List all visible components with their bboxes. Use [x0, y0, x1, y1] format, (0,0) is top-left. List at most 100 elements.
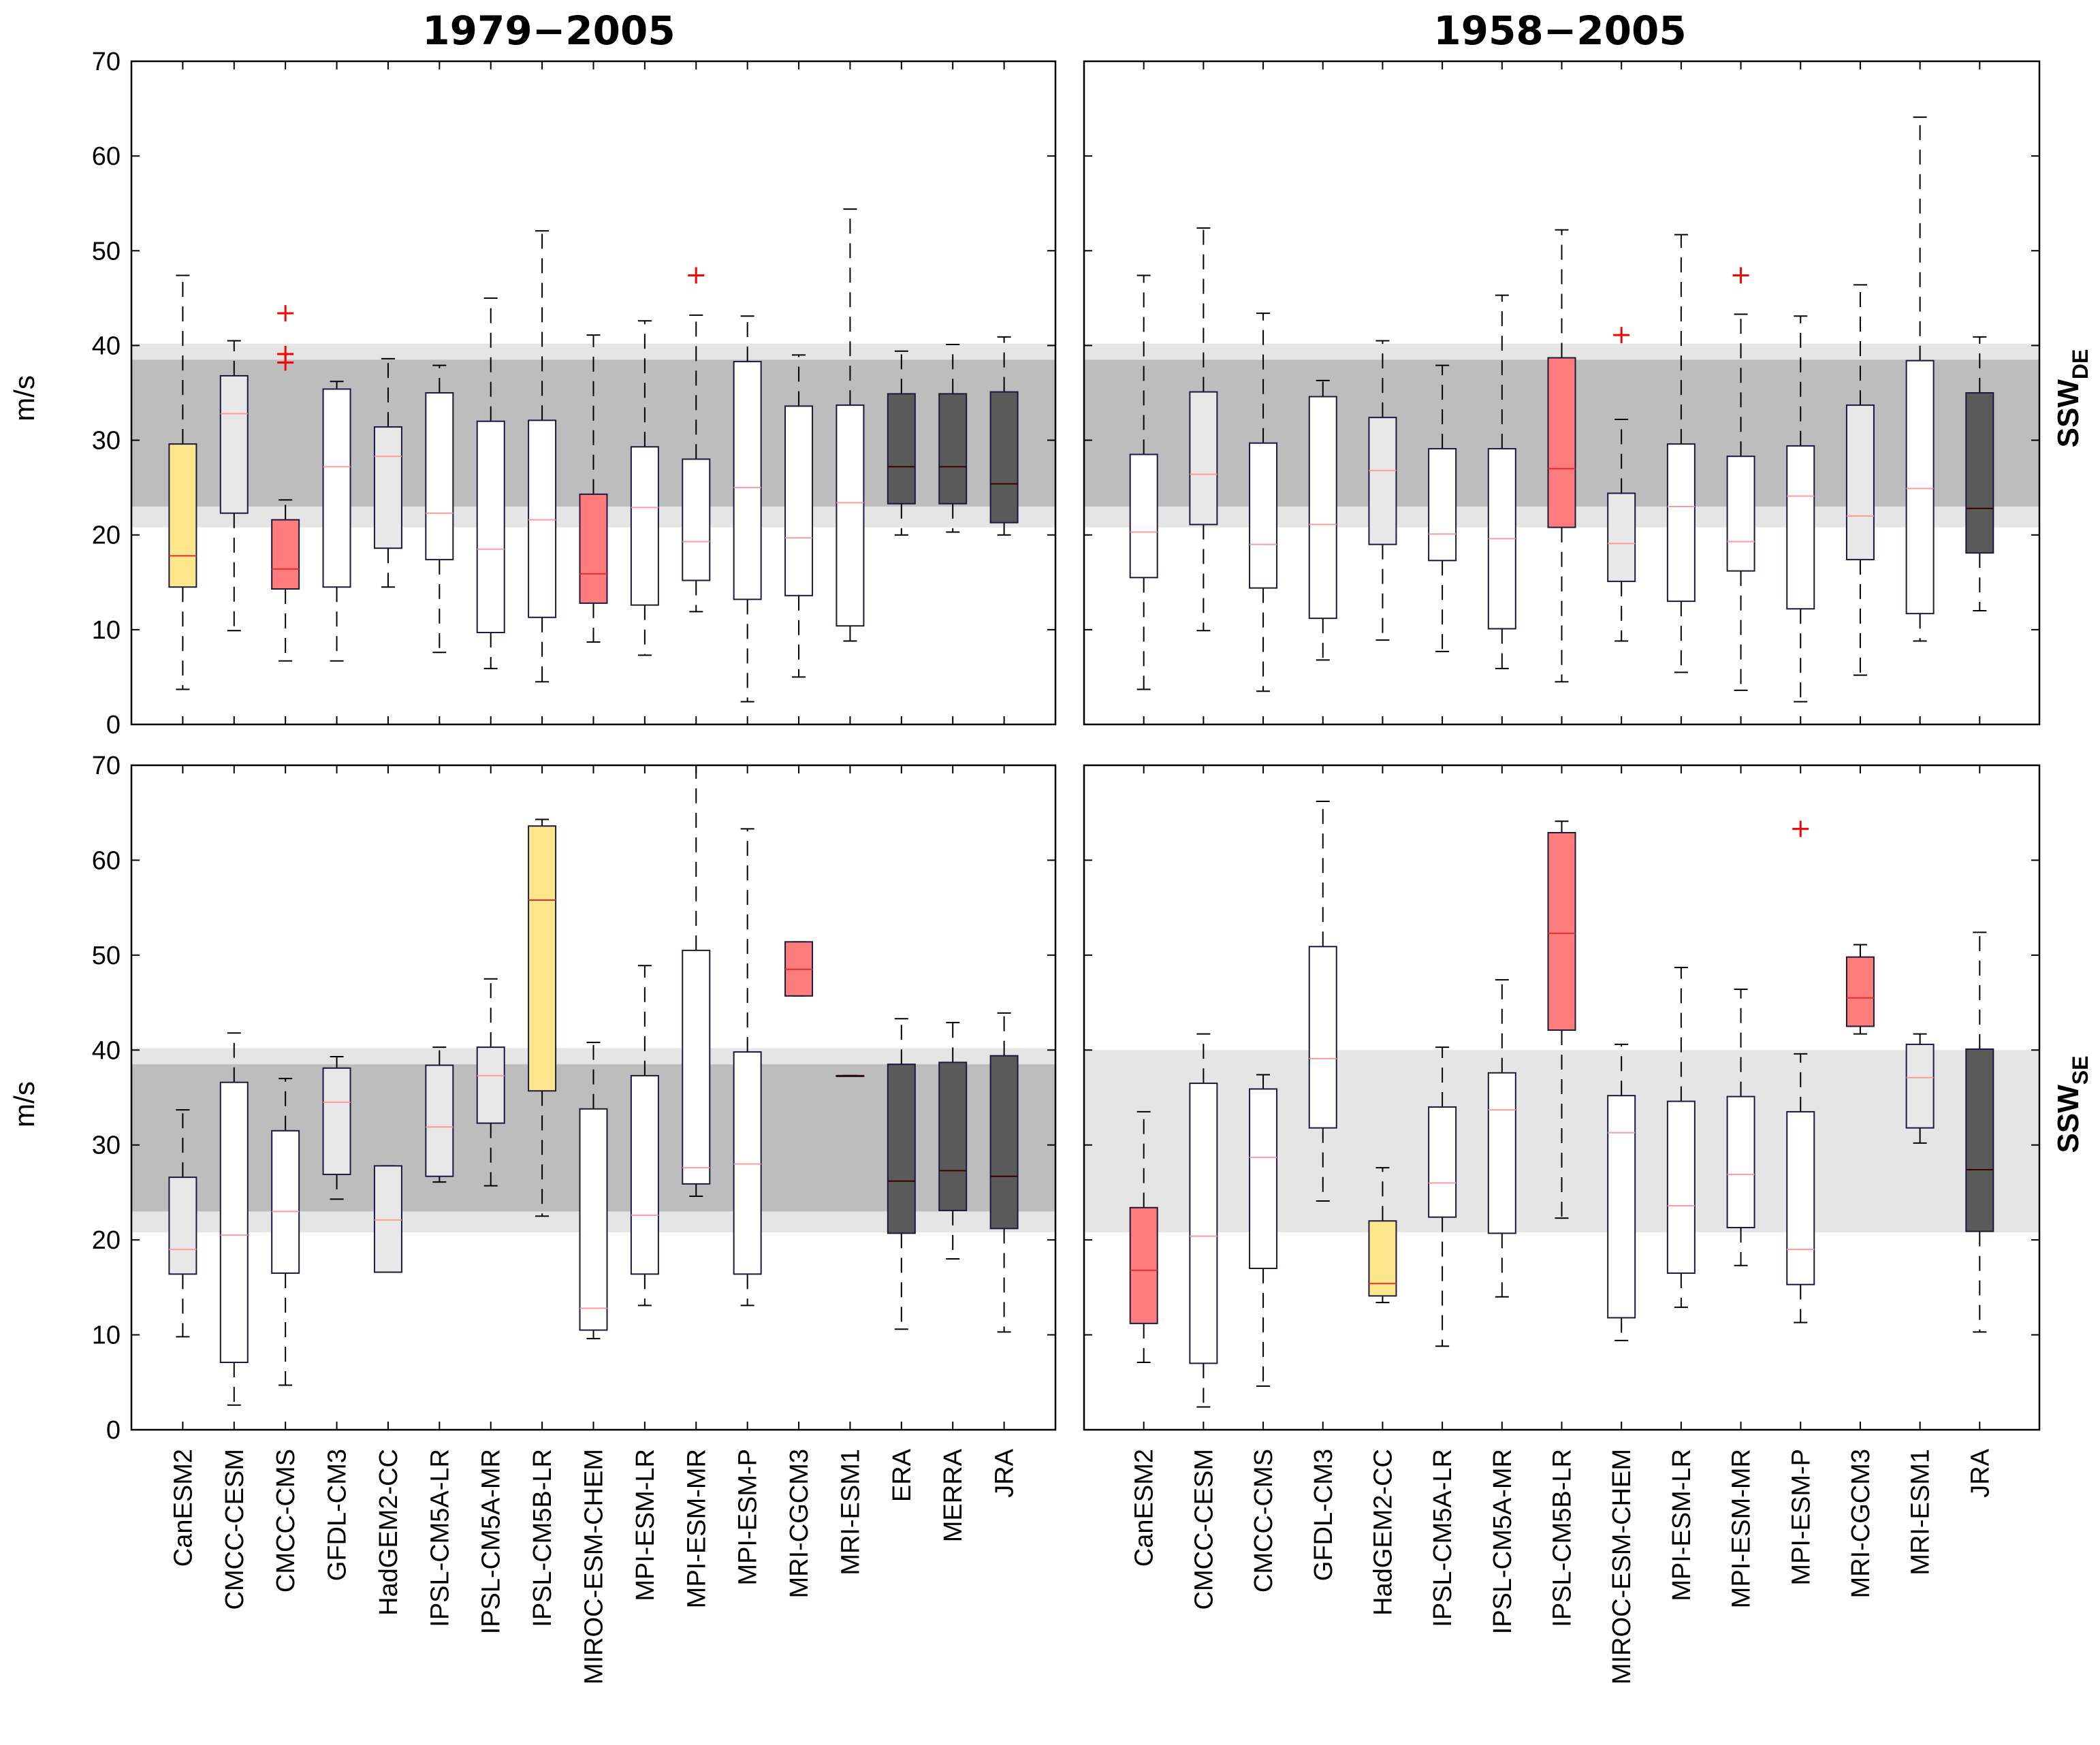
box-body: [1668, 444, 1695, 601]
box-ipsl-cm5a-mr: [1489, 980, 1516, 1297]
box-body: [991, 392, 1018, 523]
ylabel-bottom: m/s: [8, 1081, 40, 1127]
y-tick-label: 0: [106, 1416, 121, 1445]
box-body: [169, 1177, 196, 1274]
category-label: MIROC-ESM-CHEM: [1608, 1449, 1636, 1684]
box-body: [1548, 358, 1576, 528]
category-label: CMCC-CMS: [272, 1449, 300, 1592]
box-body: [734, 362, 761, 599]
box-mri-esm1: [836, 209, 863, 641]
box-cmcc-cesm: [1190, 228, 1217, 630]
category-label: MRI-CGCM3: [1847, 1449, 1875, 1599]
box-ipsl-cm5a-lr: [426, 1047, 453, 1182]
box-body: [221, 376, 248, 513]
box-body: [580, 1109, 607, 1330]
box-body: [426, 393, 453, 560]
category-label: JRA: [1966, 1448, 1994, 1497]
category-label: CMCC-CESM: [1190, 1449, 1218, 1610]
box-body: [528, 420, 556, 617]
box-body: [888, 394, 915, 503]
box-canesm2: [169, 275, 196, 689]
box-body: [528, 826, 556, 1091]
box-body: [991, 1056, 1018, 1229]
y-tick-label: 70: [92, 752, 121, 780]
box-body: [888, 1064, 915, 1233]
y-tick-label: 10: [92, 616, 121, 645]
category-label: HadGEM2-CC: [375, 1449, 403, 1616]
row-label-top-main: SSW: [2052, 379, 2085, 448]
box-jra: [991, 1013, 1018, 1332]
category-label: MPI-ESM-MR: [1728, 1449, 1756, 1608]
category-label: MPI-ESM-P: [1787, 1449, 1815, 1586]
category-label: MRI-ESM1: [836, 1449, 865, 1575]
category-label: CanESM2: [169, 1449, 197, 1567]
box-body: [1130, 1208, 1158, 1324]
row-label-bottom-main: SSW: [2052, 1085, 2085, 1153]
category-label: IPSL-CM5A-LR: [1429, 1449, 1457, 1627]
category-label: IPSL-CM5B-LR: [528, 1449, 557, 1627]
box-body: [1429, 449, 1456, 560]
box-cmcc-cms: [1250, 1075, 1277, 1386]
box-mpi-esm-mr: [682, 765, 710, 1196]
panels-layer: 0 10 20 30 40 50 60 70 CanESM2 CMCC-CESM CMCC-CMS G…: [92, 48, 2039, 1684]
box-body: [169, 444, 196, 587]
box-body: [1130, 454, 1158, 577]
box-mpi-esm-mr: [1728, 267, 1755, 690]
box-body: [1190, 392, 1217, 525]
box-era: [888, 1019, 915, 1329]
category-label: MRI-CGCM3: [785, 1449, 814, 1599]
box-mpi-esm-lr: [1668, 235, 1695, 673]
category-label: MPI-ESM-LR: [631, 1449, 660, 1601]
box-ipsl-cm5a-lr: [426, 366, 453, 653]
y-tick-label: 60: [92, 142, 121, 171]
box-body: [426, 1066, 453, 1176]
box-cmcc-cesm: [1190, 1034, 1217, 1407]
category-label: CMCC-CMS: [1250, 1449, 1278, 1592]
box-body: [1190, 1083, 1217, 1363]
category-label: MPI-ESM-MR: [682, 1449, 711, 1608]
svg-text:SSWDE: SSWDE: [2052, 349, 2093, 448]
box-body: [631, 1076, 658, 1274]
box-cmcc-cesm: [221, 1033, 248, 1405]
box-body: [1250, 443, 1277, 588]
box-body: [1847, 405, 1874, 560]
box-body: [1787, 1112, 1814, 1285]
category-label: ERA: [888, 1448, 917, 1502]
box-mpi-esm-lr: [1668, 967, 1695, 1307]
category-label: IPSL-CM5B-LR: [1548, 1449, 1577, 1627]
box-body: [734, 1052, 761, 1274]
box-body: [631, 447, 658, 605]
box-body: [1966, 1049, 1993, 1232]
box-body: [323, 1068, 351, 1174]
box-body: [836, 405, 863, 626]
y-tick-label: 20: [92, 522, 121, 550]
box-hadgem2-cc: [375, 1166, 402, 1272]
box-body: [1250, 1089, 1277, 1268]
box-body: [1309, 397, 1337, 619]
category-label: IPSL-CM5A-MR: [477, 1449, 506, 1634]
box-body: [221, 1083, 248, 1362]
row-label-top: SSWDE: [2052, 349, 2093, 448]
box-body: [1429, 1107, 1456, 1217]
box-body: [1668, 1102, 1695, 1273]
box-cmcc-cesm: [221, 340, 248, 630]
row-label-bottom: SSWSE: [2052, 1056, 2093, 1153]
box-body: [477, 421, 505, 633]
panel-3: CanESM2 CMCC-CESM CMCC-CMS GFDL-CM3 HadGEM2-…: [1084, 765, 2039, 1684]
box-body: [323, 389, 351, 587]
category-label: CMCC-CESM: [221, 1449, 249, 1610]
panel-1: [1084, 61, 2039, 724]
box-body: [375, 1166, 402, 1272]
box-gfdl-cm3: [323, 381, 351, 660]
box-gfdl-cm3: [1309, 381, 1337, 660]
box-body: [580, 494, 607, 603]
box-jra: [1966, 932, 1993, 1332]
box-mri-esm1: [1907, 1034, 1934, 1143]
category-label: HadGEM2-CC: [1369, 1449, 1397, 1616]
col-title-left: 1979−2005: [422, 7, 675, 54]
box-body: [272, 519, 299, 589]
box-body: [1489, 1073, 1516, 1234]
box-body: [1369, 1221, 1396, 1296]
box-body: [272, 1131, 299, 1273]
y-tick-label: 10: [92, 1322, 121, 1350]
